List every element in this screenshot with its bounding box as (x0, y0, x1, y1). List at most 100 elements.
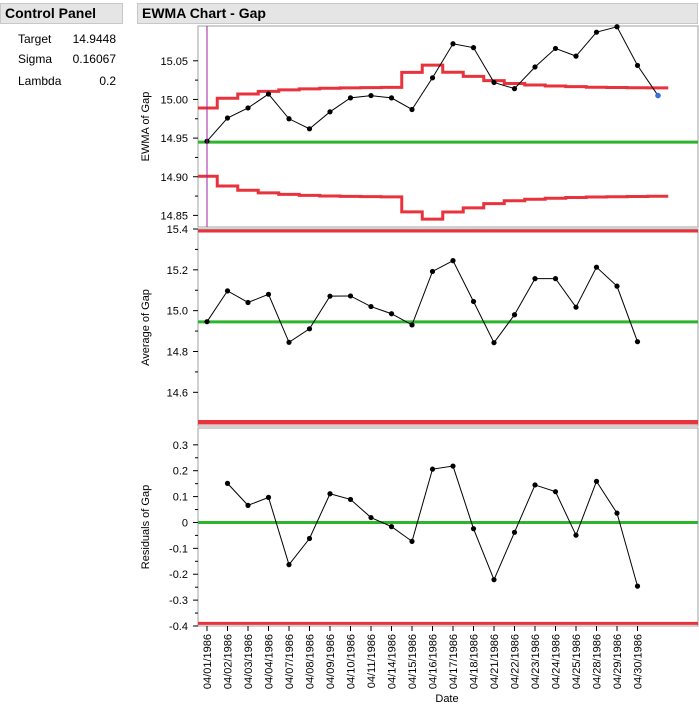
x-tick-label: 04/03/1986 (243, 634, 255, 689)
data-point (511, 86, 518, 92)
y-tick-label: 14.8 (167, 346, 188, 358)
lambda-label: Lambda (18, 74, 62, 88)
data-point (347, 496, 354, 503)
data-point (634, 583, 641, 589)
x-tick-label: 04/07/1986 (284, 634, 296, 689)
y-tick-label: 14.85 (160, 210, 188, 222)
data-point (614, 24, 620, 30)
data-point (614, 510, 620, 516)
y-tick-label: 14.90 (160, 172, 188, 184)
x-tick-label: 04/09/1986 (325, 634, 337, 689)
data-point (388, 95, 395, 101)
x-tick-label: 04/08/1986 (305, 634, 317, 689)
data-point (573, 532, 579, 538)
control-panel-title[interactable]: Control Panel (0, 3, 123, 24)
data-point (470, 298, 477, 305)
y-tick-label: 0.2 (173, 466, 188, 478)
data-point (532, 64, 538, 70)
sigma-value: 0.16067 (72, 52, 116, 66)
data-point (327, 491, 333, 497)
data-point (511, 529, 518, 535)
x-tick-label: 04/30/1986 (633, 634, 645, 689)
x-tick-label: 04/16/1986 (428, 634, 440, 689)
y-tick-label: 14.95 (160, 133, 188, 145)
data-point (306, 326, 313, 332)
data-point (224, 115, 231, 121)
data-point (634, 339, 641, 345)
x-tick-label: 04/28/1986 (592, 634, 604, 689)
y-tick-label: 0 (182, 517, 188, 529)
data-point (552, 276, 559, 282)
data-point (265, 91, 272, 97)
x-tick-label: 04/29/1986 (612, 634, 624, 689)
y-tick-label: -0.3 (169, 595, 188, 607)
data-point (491, 577, 497, 583)
x-tick-label: 04/10/1986 (346, 634, 358, 689)
y-tick-label: 0.1 (173, 492, 188, 504)
data-point (265, 291, 272, 297)
lambda-value: 0.2 (99, 74, 116, 88)
data-point (532, 276, 538, 282)
plot-frame-2 (197, 228, 699, 427)
data-point (368, 303, 374, 310)
x-tick-label: 04/04/1986 (264, 634, 276, 689)
y-tick-label: -0.1 (169, 543, 188, 555)
y-tick-label: 15.0 (167, 306, 188, 318)
data-point (491, 79, 497, 86)
data-point (388, 311, 395, 317)
y-axis-label: EWMA of Gap (140, 92, 152, 162)
data-point (306, 535, 313, 542)
y-tick-label: -0.4 (169, 621, 188, 633)
data-point (450, 463, 456, 469)
upper-control-limit (198, 63, 669, 110)
data-point (593, 264, 600, 270)
data-point (491, 340, 497, 346)
data-point (552, 45, 559, 52)
data-point (245, 502, 251, 508)
y-tick-label: 15.4 (167, 224, 188, 236)
data-point (327, 109, 333, 115)
y-tick-label: 0.3 (173, 440, 188, 452)
y-tick-label: 15.00 (160, 94, 188, 106)
data-point (327, 293, 333, 299)
target-value: 14.9448 (72, 32, 116, 46)
x-tick-label: 04/23/1986 (530, 634, 542, 689)
data-point (368, 514, 374, 521)
data-point (286, 562, 292, 568)
sigma-label: Sigma (18, 52, 53, 66)
x-tick-label: 04/22/1986 (510, 634, 522, 689)
x-tick-label: 04/24/1986 (551, 634, 563, 689)
data-point (409, 322, 415, 328)
y-axis-label: Average of Gap (140, 289, 152, 366)
x-tick-label: 04/01/1986 (202, 634, 214, 689)
lower-control-limit (198, 174, 669, 221)
data-point (614, 283, 620, 289)
y-axis-label: Residuals of Gap (140, 485, 152, 569)
data-point (347, 95, 354, 101)
data-point (286, 339, 292, 345)
data-point (511, 312, 518, 318)
data-point (429, 75, 436, 81)
y-tick-label: 15.2 (167, 265, 188, 277)
data-point (204, 319, 210, 325)
data-point (450, 41, 456, 47)
x-tick-label: 04/18/1986 (469, 634, 481, 689)
forecast-point (655, 92, 661, 99)
x-tick-label: 04/17/1986 (448, 634, 460, 689)
control-panel-row-lambda: Lambda 0.2 (18, 74, 116, 90)
data-point (286, 116, 292, 122)
y-tick-label: -0.2 (169, 569, 188, 581)
control-panel-row-target: Target 14.9448 (18, 32, 116, 48)
x-axis-label: Date (435, 693, 458, 705)
y-tick-label: 15.05 (160, 56, 188, 68)
data-point (347, 293, 354, 299)
series-line (206, 259, 638, 344)
data-point (306, 126, 313, 132)
data-point (224, 480, 231, 486)
y-tick-label: 14.6 (167, 387, 188, 399)
x-tick-label: 04/25/1986 (571, 634, 583, 689)
data-point (265, 494, 272, 500)
x-tick-label: 04/21/1986 (489, 634, 501, 689)
chart-title[interactable]: EWMA Chart - Gap (137, 3, 698, 24)
